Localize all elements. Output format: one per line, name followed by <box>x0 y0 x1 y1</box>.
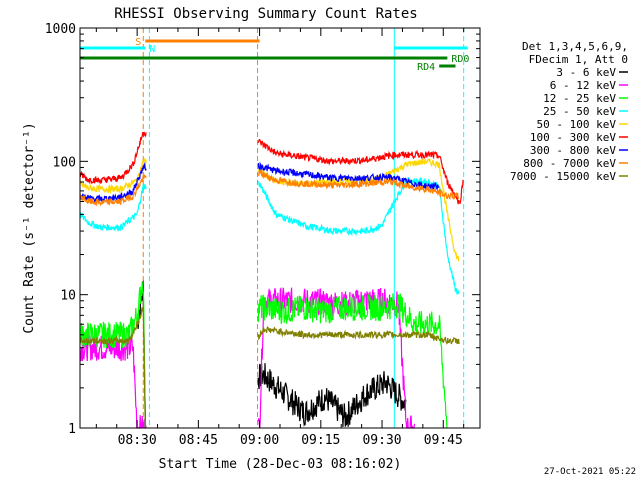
y-tick-label-3: 1000 <box>45 22 76 37</box>
series-line-6-1 <box>257 161 440 191</box>
legend-label-5: 100 - 300 keV <box>530 131 616 144</box>
legend-header-1: FDecim 1, Att 0 <box>529 53 628 66</box>
legend-label-7: 800 - 7000 keV <box>523 157 616 170</box>
legend-label-1: 6 - 12 keV <box>550 79 617 92</box>
flags-layer: SN RD0 RD4 <box>80 37 469 73</box>
series-line-3-0 <box>79 183 147 232</box>
vertical-markers <box>142 28 465 428</box>
legend-label-0: 3 - 6 keV <box>556 66 616 79</box>
series-100-300-kev <box>79 131 464 205</box>
chart-title: RHESSI Observing Summary Count Rates <box>114 6 417 22</box>
x-tick-label-0: 08:30 <box>118 433 157 448</box>
y-tick-label-0: 1 <box>68 422 76 437</box>
y-axis-label: Count Rate (s⁻¹ detector⁻¹) <box>22 122 37 333</box>
flag-label-rd4-4: RD4 <box>417 62 435 73</box>
legend-header-0: Det 1,3,4,5,6,9, <box>522 40 628 53</box>
plot-background <box>80 28 480 428</box>
legend-label-6: 300 - 800 keV <box>530 144 616 157</box>
flag-label-n-1: N <box>149 44 155 55</box>
series-line-4-0 <box>79 157 147 195</box>
x-tick-label-3: 09:15 <box>301 433 340 448</box>
y-tick-label-2: 100 <box>53 155 76 170</box>
series-layer <box>79 131 464 429</box>
series-line-2-1 <box>257 292 448 428</box>
series-line-6-0 <box>79 161 147 204</box>
series-line-7-1 <box>257 169 460 201</box>
legend-label-2: 12 - 25 keV <box>543 92 616 105</box>
series-line-1-0 <box>79 334 147 429</box>
axes-layer: 1 10 100 1000 08:30 08:45 09:00 09:15 09:30 09:45 <box>45 22 481 448</box>
x-tick-label-5: 09:45 <box>424 433 463 448</box>
series-line-0-1 <box>257 363 407 428</box>
x-tick-label-1: 08:45 <box>179 433 218 448</box>
x-axis-label: Start Time (28-Dec-03 08:16:02) <box>159 457 402 472</box>
series-line-5-1 <box>257 138 464 205</box>
series-line-7-0 <box>79 174 147 207</box>
x-tick-label-2: 09:00 <box>240 433 279 448</box>
legend-label-4: 50 - 100 keV <box>537 118 617 131</box>
legend-label-8: 7000 - 15000 keV <box>510 170 616 183</box>
footer-timestamp: 27-Oct-2021 05:22 <box>544 467 636 477</box>
series-300-800-kev <box>79 161 440 204</box>
y-tick-label-1: 10 <box>60 289 76 304</box>
flag-label-s-0: S <box>135 37 141 48</box>
series-12-25-kev <box>79 281 448 429</box>
series-line-8-0 <box>79 306 147 429</box>
series-line-2-0 <box>79 281 147 429</box>
plot-area <box>80 28 480 428</box>
series-7000-15000-kev <box>79 306 460 429</box>
series-line-5-0 <box>79 131 147 185</box>
series-800-7000-kev <box>79 169 460 207</box>
x-tick-label-4: 09:30 <box>362 433 401 448</box>
legend: Det 1,3,4,5,6,9,FDecim 1, Att 03 - 6 keV… <box>510 40 628 183</box>
series-line-8-1 <box>257 325 460 345</box>
legend-label-3: 25 - 50 keV <box>543 105 616 118</box>
flag-label-rd0-3: RD0 <box>451 54 469 65</box>
